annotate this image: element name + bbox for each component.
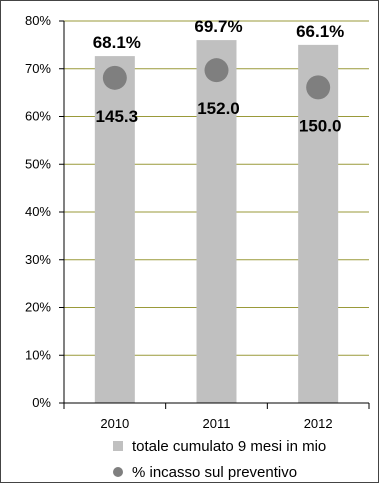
- legend-label-bar: totale cumulato 9 mesi in mio: [132, 438, 326, 455]
- y-tick-label: 30%: [25, 252, 51, 267]
- x-tick-label: 2010: [100, 416, 129, 431]
- y-tick-label: 50%: [25, 156, 51, 171]
- y-tick-label: 20%: [25, 300, 51, 315]
- legend-swatch-bar: [113, 441, 123, 451]
- legend-label-point: % incasso sul preventivo: [132, 464, 297, 481]
- y-tick-label: 70%: [25, 61, 51, 76]
- bar-data-label: 152.0: [197, 99, 240, 118]
- y-tick-label: 10%: [25, 347, 51, 362]
- bar: [196, 40, 237, 403]
- bar: [94, 56, 135, 403]
- y-tick-label: 80%: [25, 13, 51, 28]
- y-tick-label: 60%: [25, 109, 51, 124]
- y-tick-label: 40%: [25, 204, 51, 219]
- bar: [298, 44, 339, 403]
- bar-data-label: 145.3: [96, 107, 139, 126]
- y-tick-label: 0%: [32, 395, 51, 410]
- x-tick-label: 2012: [304, 416, 333, 431]
- point-data-label: 66.1%: [296, 22, 344, 41]
- scatter-point: [102, 65, 127, 90]
- x-tick-label: 2011: [203, 416, 231, 431]
- bar-data-label: 150.0: [299, 116, 342, 135]
- legend-swatch-point: [113, 467, 123, 477]
- scatter-point: [204, 58, 229, 83]
- point-data-label: 68.1%: [93, 33, 141, 52]
- point-data-label: 69.7%: [194, 17, 242, 36]
- scatter-point: [306, 75, 331, 100]
